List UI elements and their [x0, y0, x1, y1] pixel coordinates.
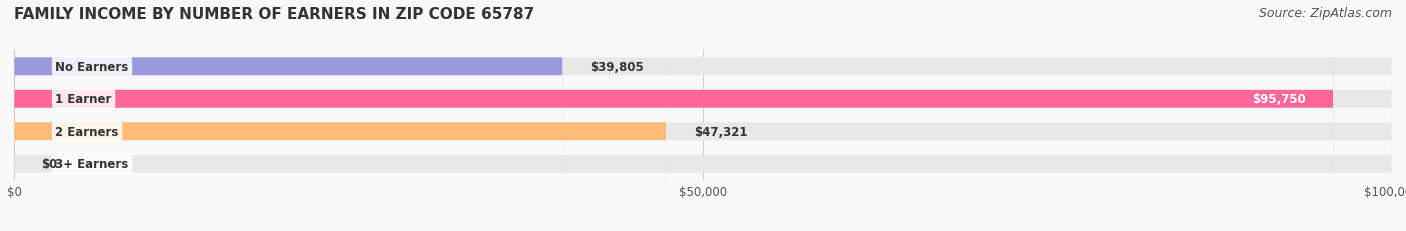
FancyBboxPatch shape	[14, 0, 1392, 231]
Text: 1 Earner: 1 Earner	[55, 93, 111, 106]
FancyBboxPatch shape	[14, 0, 666, 231]
Text: $47,321: $47,321	[693, 125, 747, 138]
Text: $95,750: $95,750	[1253, 93, 1306, 106]
FancyBboxPatch shape	[14, 0, 562, 231]
Text: No Earners: No Earners	[55, 61, 128, 73]
Text: 2 Earners: 2 Earners	[55, 125, 118, 138]
Text: 3+ Earners: 3+ Earners	[55, 158, 128, 170]
FancyBboxPatch shape	[14, 0, 1392, 231]
FancyBboxPatch shape	[14, 0, 1392, 231]
Text: Source: ZipAtlas.com: Source: ZipAtlas.com	[1258, 7, 1392, 20]
Text: $0: $0	[42, 158, 58, 170]
FancyBboxPatch shape	[14, 0, 1392, 231]
Text: FAMILY INCOME BY NUMBER OF EARNERS IN ZIP CODE 65787: FAMILY INCOME BY NUMBER OF EARNERS IN ZI…	[14, 7, 534, 22]
FancyBboxPatch shape	[14, 0, 1333, 231]
Text: $39,805: $39,805	[591, 61, 644, 73]
